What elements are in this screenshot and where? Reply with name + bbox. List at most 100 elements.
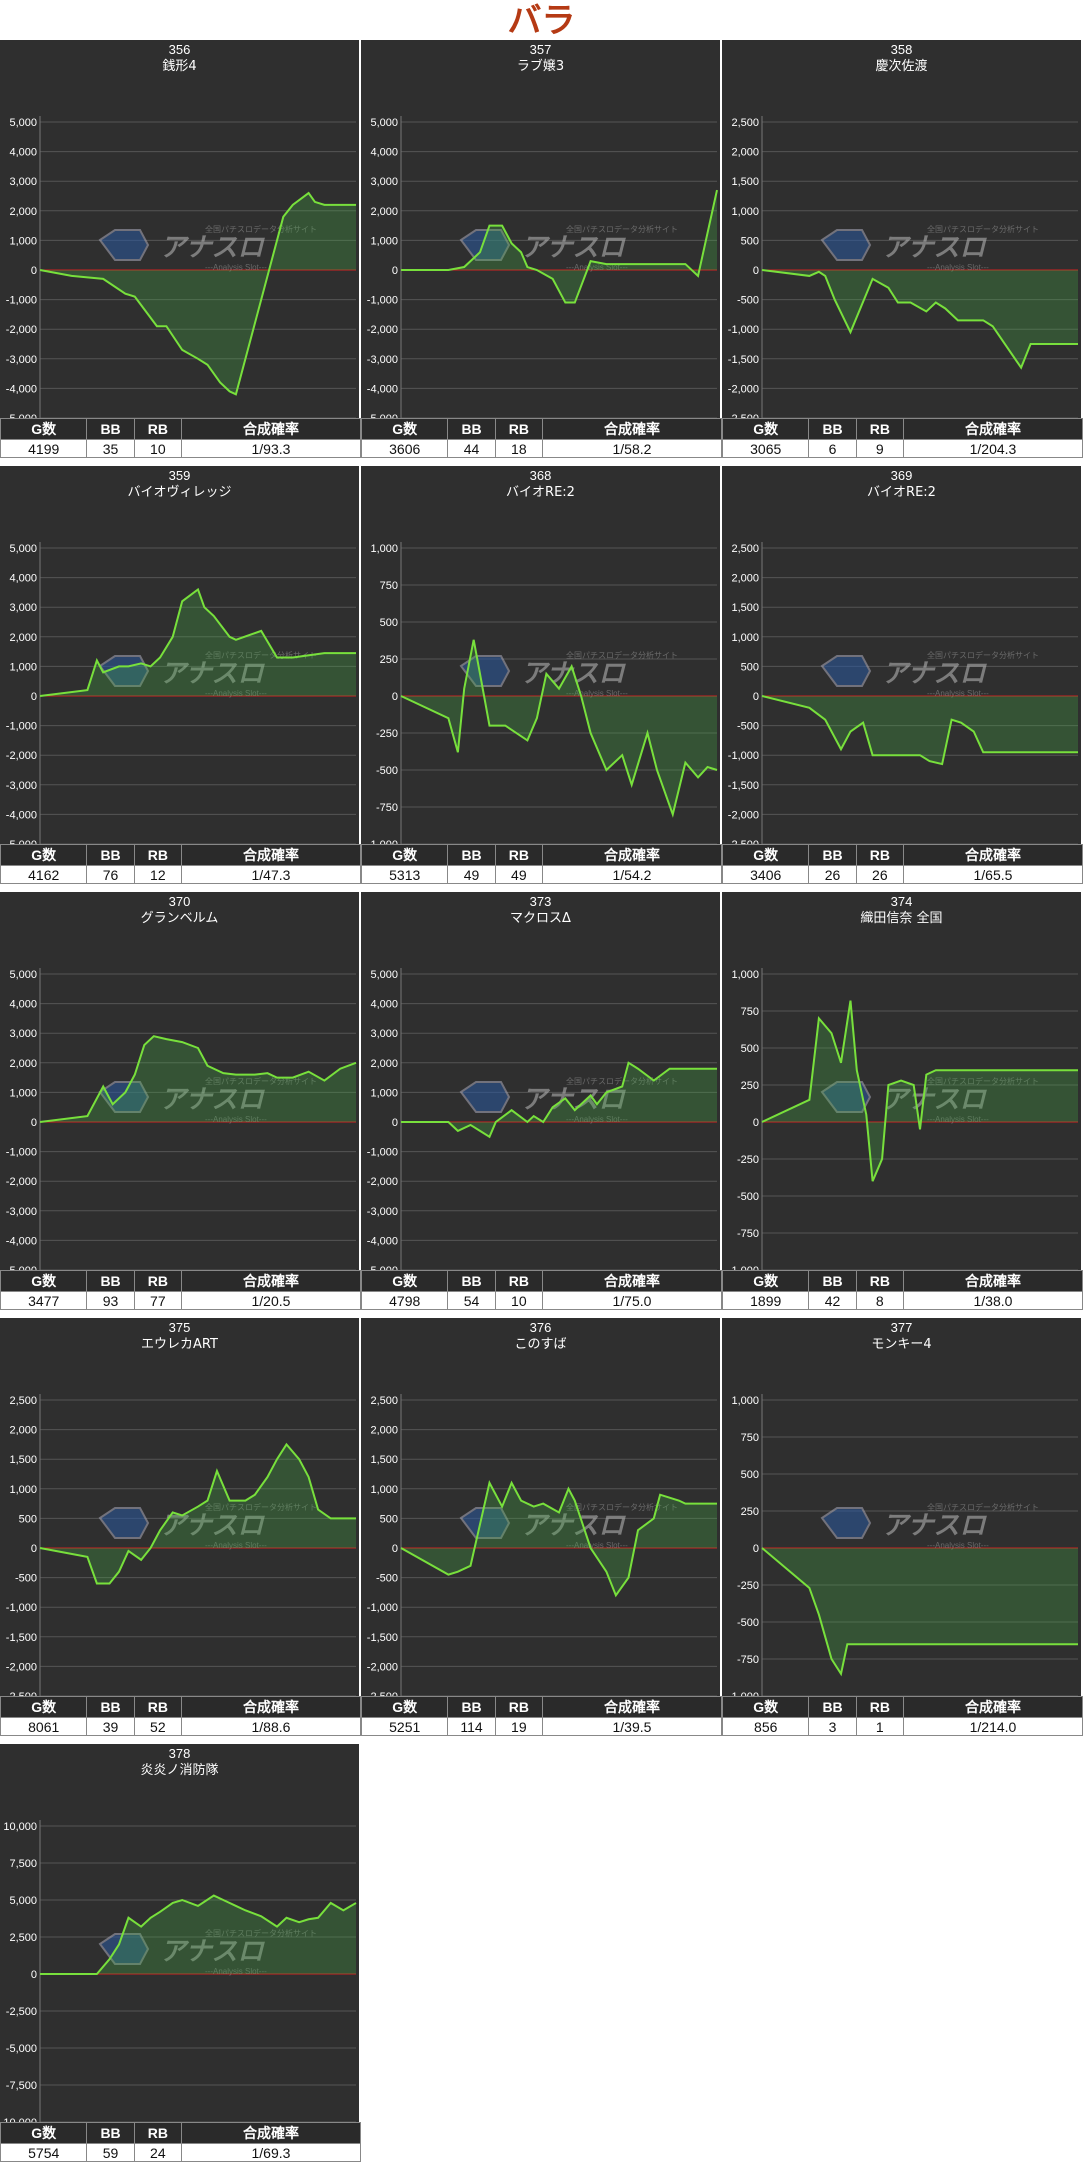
y-tick-label: 250 bbox=[741, 1506, 759, 1518]
stats-table: G数 BB RB 合成確率 5754 59 24 1/69.3 bbox=[0, 2122, 362, 2162]
stat-probability: 1/65.5 bbox=[902, 865, 1083, 884]
y-tick-label: -1,000 bbox=[367, 839, 398, 844]
stat-bb: 42 bbox=[808, 1291, 857, 1310]
stat-probability: 1/75.0 bbox=[541, 1291, 723, 1310]
y-tick-label: 0 bbox=[753, 1117, 759, 1129]
y-tick-label: 1,000 bbox=[370, 1484, 398, 1496]
svg-text:全国パチスロデータ分析サイト: 全国パチスロデータ分析サイト bbox=[205, 224, 317, 234]
y-tick-label: 500 bbox=[741, 235, 759, 247]
chart-svg: 373 マクロスΔ 5,000 4,000 3,000 2,000 1,000 0 -1,000… bbox=[367, 894, 718, 1270]
y-tick-label: -1,000 bbox=[728, 750, 759, 762]
y-tick-label: 500 bbox=[19, 1513, 37, 1525]
stat-rb: 18 bbox=[494, 439, 543, 458]
svg-text:---Analysis Slot---: ---Analysis Slot--- bbox=[205, 1967, 267, 1976]
stat-bb: 3 bbox=[808, 1717, 857, 1736]
stat-probability: 1/47.3 bbox=[180, 865, 362, 884]
svg-text:---Analysis Slot---: ---Analysis Slot--- bbox=[566, 689, 628, 698]
y-tick-label: -750 bbox=[737, 1654, 759, 1666]
stat-probability: 1/38.0 bbox=[902, 1291, 1083, 1310]
y-tick-label: 3,000 bbox=[370, 1028, 398, 1040]
y-tick-label: 500 bbox=[741, 661, 759, 673]
chart-title: エウレカART bbox=[141, 1337, 218, 1352]
stat-rb: 26 bbox=[855, 865, 904, 884]
y-tick-label: 7,500 bbox=[9, 1858, 37, 1870]
chart-number: 376 bbox=[530, 1320, 552, 1335]
stat-bb: 59 bbox=[86, 2143, 135, 2162]
y-tick-label: 2,500 bbox=[731, 543, 759, 555]
chart-panel-377: 377 モンキー4 1,000 750 500 250 0 -250 -500 -750 -1,00… bbox=[721, 1318, 1083, 1736]
y-tick-label: -750 bbox=[376, 802, 398, 814]
svg-text:全国パチスロデータ分析サイト: 全国パチスロデータ分析サイト bbox=[205, 1928, 317, 1938]
stats-header: RB bbox=[133, 1270, 182, 1292]
stats-header: G数 bbox=[360, 844, 449, 866]
y-tick-label: 1,500 bbox=[370, 1454, 398, 1466]
stat-probability: 1/93.3 bbox=[180, 439, 362, 458]
y-tick-label: -1,000 bbox=[367, 1147, 398, 1159]
y-tick-label: 0 bbox=[753, 1543, 759, 1555]
stats-header: BB bbox=[447, 1270, 496, 1292]
y-tick-label: 2,000 bbox=[9, 632, 37, 644]
svg-text:全国パチスロデータ分析サイト: 全国パチスロデータ分析サイト bbox=[566, 224, 678, 234]
chart-number: 373 bbox=[530, 894, 552, 909]
chart-number: 359 bbox=[169, 468, 191, 483]
stat-rb: 77 bbox=[133, 1291, 182, 1310]
stat-bb: 44 bbox=[447, 439, 496, 458]
svg-text:アナスロ: アナスロ bbox=[160, 1511, 265, 1541]
stats-header: BB bbox=[808, 418, 857, 440]
series-line bbox=[39, 1035, 357, 1123]
stats-header: G数 bbox=[721, 1270, 810, 1292]
chart-number: 358 bbox=[891, 42, 913, 57]
stats-header: G数 bbox=[0, 1270, 88, 1292]
y-tick-label: 500 bbox=[741, 1469, 759, 1481]
stats-header: BB bbox=[86, 418, 135, 440]
stats-table: G数 BB RB 合成確率 4798 54 10 1/75.0 bbox=[360, 1270, 723, 1310]
y-tick-label: -1,500 bbox=[728, 354, 759, 366]
y-tick-label: 0 bbox=[753, 691, 759, 703]
stat-bb: 93 bbox=[86, 1291, 135, 1310]
y-tick-label: -2,000 bbox=[367, 1661, 398, 1673]
y-tick-label: 1,500 bbox=[731, 176, 759, 188]
y-tick-label: 2,500 bbox=[731, 117, 759, 129]
y-tick-label: 0 bbox=[31, 265, 37, 277]
chart-panel-375: 375 エウレカART 2,500 2,000 1,500 1,000 500 0 -500 -1… bbox=[0, 1318, 362, 1736]
y-tick-label: 4,000 bbox=[370, 999, 398, 1011]
stat-rb: 19 bbox=[494, 1717, 543, 1736]
svg-text:アナスロ: アナスロ bbox=[882, 1085, 987, 1115]
y-tick-label: 2,000 bbox=[370, 1425, 398, 1437]
y-tick-label: -2,000 bbox=[6, 1661, 37, 1673]
svg-text:アナスロ: アナスロ bbox=[882, 233, 987, 263]
chart-svg: 368 バイオRE:2 1,000 750 500 250 0 -250 -500 -750 -1,… bbox=[367, 468, 718, 844]
stats-header: BB bbox=[86, 1696, 135, 1718]
y-tick-label: 4,000 bbox=[9, 999, 37, 1011]
y-tick-label: 750 bbox=[741, 1006, 759, 1018]
stats-header: RB bbox=[494, 844, 543, 866]
chart-panel-368: 368 バイオRE:2 1,000 750 500 250 0 -250 -500 -750 -1,… bbox=[360, 466, 723, 884]
y-tick-label: -2,000 bbox=[6, 750, 37, 762]
stats-header: BB bbox=[86, 2122, 135, 2144]
y-tick-label: 3,000 bbox=[370, 176, 398, 188]
stats-header: 合成確率 bbox=[902, 844, 1083, 866]
stat-rb: 52 bbox=[133, 1717, 182, 1736]
y-tick-label: 0 bbox=[392, 1543, 398, 1555]
y-tick-label: 500 bbox=[380, 1513, 398, 1525]
chart-title: 銭形4 bbox=[162, 59, 196, 74]
y-tick-label: -3,000 bbox=[367, 1206, 398, 1218]
y-tick-label: -4,000 bbox=[6, 383, 37, 395]
chart-panel-373: 373 マクロスΔ 5,000 4,000 3,000 2,000 1,000 0 -1,000… bbox=[360, 892, 723, 1310]
chart-number: 357 bbox=[530, 42, 552, 57]
y-tick-label: -5,000 bbox=[6, 1265, 37, 1270]
y-tick-label: 250 bbox=[741, 1080, 759, 1092]
y-tick-label: 500 bbox=[741, 1043, 759, 1055]
chart-panel-358: 358 慶次佐渡 2,500 2,000 1,500 1,000 500 0 -500 -1,00… bbox=[721, 40, 1083, 458]
y-tick-label: -250 bbox=[737, 1154, 759, 1166]
svg-text:アナスロ: アナスロ bbox=[882, 1511, 987, 1541]
stat-bb: 54 bbox=[447, 1291, 496, 1310]
chart-title: 慶次佐渡 bbox=[875, 58, 927, 74]
